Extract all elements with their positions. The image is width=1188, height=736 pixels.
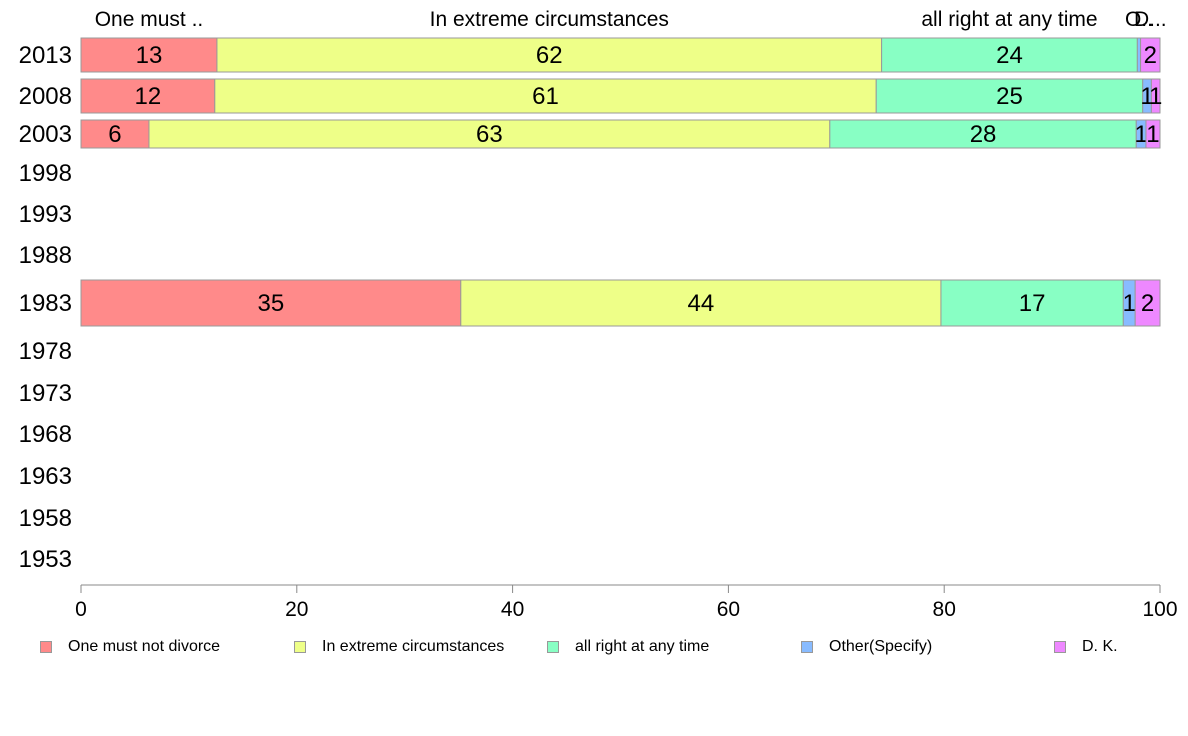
stacked-bar-chart: 2013200820031998199319881983197819731968…: [19, 8, 1178, 621]
series-top-label-0: One must ..: [95, 8, 204, 31]
data-label-1983-series-4: 2: [1141, 290, 1154, 317]
y-tick-label-2013: 2013: [19, 42, 72, 69]
y-tick-label-1978: 1978: [19, 338, 72, 365]
x-tick-label-20: 20: [285, 598, 308, 621]
data-label-1983-series-2: 17: [1019, 290, 1046, 317]
data-label-2013-series-1: 62: [536, 42, 563, 69]
legend-item-0: One must not divorce: [40, 638, 220, 656]
data-label-2013-series-4: 2: [1144, 42, 1157, 69]
y-tick-label-1958: 1958: [19, 505, 72, 532]
bar-2013-series-4: [1140, 37, 1161, 73]
legend-swatch: [40, 641, 52, 653]
y-tick-label-1953: 1953: [19, 546, 72, 573]
bar-2008-series-2: [875, 78, 1144, 114]
bar-2013-series-2: [881, 37, 1138, 73]
bar-2003-series-1: [148, 119, 831, 149]
legend-item-2: all right at any time: [547, 638, 709, 656]
legend-item-1: In extreme circumstances: [294, 638, 504, 656]
y-tick-label-1988: 1988: [19, 242, 72, 269]
x-tick-label-60: 60: [717, 598, 740, 621]
data-label-1983-series-0: 35: [258, 290, 285, 317]
data-label-1983-series-3: 1: [1123, 290, 1136, 317]
data-label-2003-series-0: 6: [108, 121, 121, 148]
bar-2008-series-1: [214, 78, 877, 114]
legend-item-3: Other(Specify): [801, 638, 932, 656]
x-tick-label-0: 0: [75, 598, 87, 621]
data-label-2008-series-0: 12: [135, 83, 162, 110]
data-label-2003-series-2: 28: [970, 121, 997, 148]
y-tick-label-1973: 1973: [19, 380, 72, 407]
x-tick-label-100: 100: [1142, 598, 1177, 621]
data-label-2008-series-1: 61: [532, 83, 559, 110]
data-label-2003-series-4: 1: [1146, 121, 1159, 148]
legend-swatch: [294, 641, 306, 653]
y-tick-label-2008: 2008: [19, 83, 72, 110]
bar-2013-series-0: [80, 37, 218, 73]
x-tick-label-40: 40: [501, 598, 524, 621]
data-label-1983-series-1: 44: [688, 290, 715, 317]
legend-item-4: D. K.: [1054, 638, 1118, 656]
data-label-2013-series-0: 13: [136, 42, 163, 69]
bar-2008-series-4: [1150, 78, 1161, 114]
y-tick-label-1968: 1968: [19, 421, 72, 448]
y-tick-label-1963: 1963: [19, 463, 72, 490]
chart-legend: One must not divorce In extreme circumsta…: [0, 638, 1188, 660]
legend-swatch: [547, 641, 559, 653]
y-tick-label-1998: 1998: [19, 160, 72, 187]
bar-2003-series-4: [1145, 119, 1161, 149]
series-top-label-2: all right at any time: [921, 8, 1097, 31]
series-top-label-1: In extreme circumstances: [430, 8, 669, 31]
data-label-2008-series-3: 1: [1140, 83, 1153, 110]
bar-1983-series-4: [1134, 279, 1161, 327]
data-label-2008-series-4: 1: [1149, 83, 1162, 110]
series-top-label-4: D...: [1134, 8, 1167, 31]
legend-swatch: [1054, 641, 1066, 653]
y-tick-label-2003: 2003: [19, 121, 72, 148]
legend-label: In extreme circumstances: [322, 638, 505, 655]
legend-label: One must not divorce: [68, 638, 221, 655]
bar-2003-series-2: [829, 119, 1137, 149]
data-label-2008-series-2: 25: [996, 83, 1023, 110]
data-label-2003-series-3: 1: [1134, 121, 1147, 148]
data-label-2013-series-2: 24: [996, 42, 1023, 69]
legend-swatch: [801, 641, 813, 653]
data-label-2003-series-1: 63: [476, 121, 503, 148]
bar-2013-series-1: [216, 37, 883, 73]
bar-2003-series-0: [80, 119, 150, 149]
y-tick-label-1983: 1983: [19, 290, 72, 317]
legend-label: Other(Specify): [829, 638, 933, 655]
legend-label: D. K.: [1082, 638, 1118, 655]
legend-label: all right at any time: [575, 638, 710, 655]
bar-1983-series-0: [80, 279, 462, 327]
bar-1983-series-2: [940, 279, 1124, 327]
x-tick-label-80: 80: [933, 598, 956, 621]
y-tick-label-1993: 1993: [19, 201, 72, 228]
series-top-label-3: O..: [1125, 8, 1153, 31]
bar-1983-series-1: [460, 279, 942, 327]
bar-2008-series-0: [80, 78, 216, 114]
